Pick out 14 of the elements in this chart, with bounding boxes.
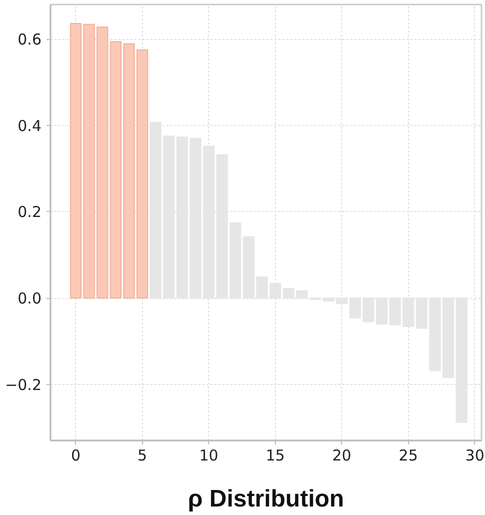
y-tick-label: 0.4 (18, 116, 42, 135)
y-tick-label: 0.0 (18, 290, 42, 308)
x-tick-label: 25 (398, 446, 418, 464)
x-tick-label: 15 (266, 446, 285, 464)
y-tick-label: −0.2 (5, 376, 42, 394)
y-tick-label: 0.6 (18, 30, 42, 49)
x-tick-label: 20 (332, 446, 352, 464)
x-tick-label: 5 (138, 446, 148, 464)
bar (70, 22, 82, 299)
x-tick-label: 0 (71, 446, 81, 464)
x-axis-title: ρ Distribution (188, 486, 344, 512)
y-tick-label: 0.2 (18, 203, 42, 222)
x-tick-label: 30 (465, 446, 484, 464)
x-tick-label: 10 (199, 446, 218, 464)
